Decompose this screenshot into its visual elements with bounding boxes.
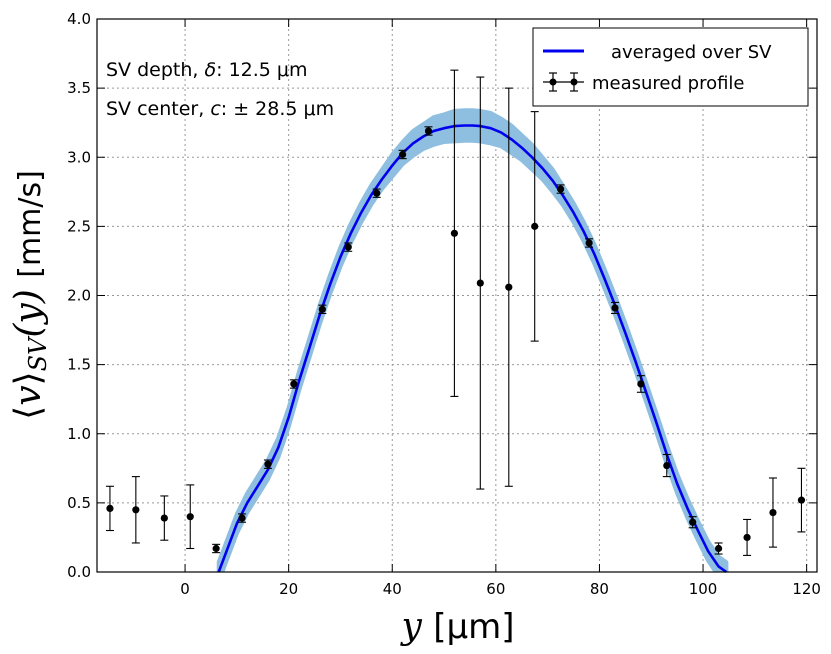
measured-point	[238, 513, 247, 523]
measured-point	[186, 484, 195, 550]
confidence-band-layer	[216, 108, 729, 572]
measured-point	[610, 301, 619, 315]
tick-labels: 0 20 40 60 80 100 120 0.0 0.5 1.0 1.5 2.0 2.5 3.0 3.5 4…	[67, 10, 821, 598]
y-tick-label: 2.5	[67, 217, 91, 235]
measured-point	[556, 184, 565, 194]
x-axis-title: y [μm]	[399, 606, 514, 647]
measured-point	[263, 459, 272, 469]
measured-point	[504, 87, 513, 487]
x-tick-label: 20	[279, 580, 298, 598]
ticks	[97, 18, 817, 573]
measured-point	[424, 126, 433, 136]
measured-point	[743, 518, 752, 556]
x-tick-label: 0	[180, 580, 190, 598]
measured-point	[289, 379, 298, 389]
measured-point	[797, 467, 806, 533]
y-axis-title: ⟨v⟩SV(y) [mm/s]	[8, 170, 52, 420]
x-tick-label: 100	[689, 580, 718, 598]
measured-point	[318, 304, 327, 315]
measured-point	[636, 375, 645, 393]
legend-box	[532, 27, 809, 107]
measured-point	[530, 111, 539, 342]
measured-point	[714, 542, 723, 555]
y-tick-label: 3.0	[67, 148, 91, 166]
measured-point	[212, 543, 221, 554]
measured-point	[662, 453, 671, 478]
measured-point	[105, 485, 114, 532]
legend-errorbar-swatch	[543, 72, 584, 92]
measured-point	[768, 477, 777, 548]
measured-point	[131, 476, 140, 544]
y-tick-label: 1.5	[67, 356, 91, 374]
measured-point	[372, 188, 381, 198]
y-tick-label: 4.0	[67, 10, 91, 28]
measured-point	[450, 69, 459, 397]
legend-entry-measured: measured profile	[592, 73, 745, 94]
x-tick-label: 120	[792, 580, 821, 598]
y-tick-label: 3.5	[67, 79, 91, 97]
measured-point	[398, 149, 407, 160]
measured-point	[476, 76, 485, 490]
legend: averaged over SV measured profile	[532, 27, 809, 107]
measured-points-layer	[105, 69, 806, 556]
measured-point	[160, 495, 169, 541]
measured-point	[585, 238, 594, 248]
annotation-center: SV center, c: ± 28.5 μm	[106, 98, 334, 120]
x-tick-label: 40	[383, 580, 402, 598]
y-tick-label: 0.5	[67, 494, 91, 512]
x-tick-label: 80	[590, 580, 609, 598]
measured-point	[688, 516, 697, 529]
confidence-band	[216, 108, 729, 572]
legend-entry-averaged: averaged over SV	[611, 42, 772, 63]
grid	[97, 19, 817, 572]
x-tick-label: 60	[486, 580, 505, 598]
y-tick-label: 0.0	[67, 563, 91, 581]
measured-point	[344, 242, 353, 252]
y-tick-label: 2.0	[67, 287, 91, 305]
y-tick-label: 1.0	[67, 425, 91, 443]
annotation-depth: SV depth, δ: 12.5 μm	[106, 59, 308, 81]
